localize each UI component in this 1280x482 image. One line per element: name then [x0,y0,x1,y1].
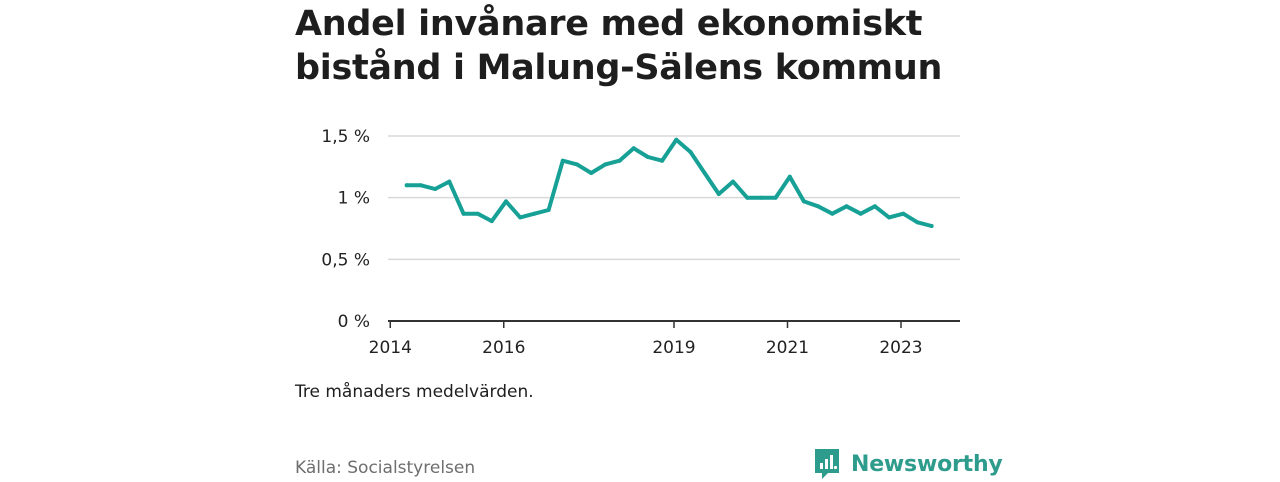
data-point [801,199,806,204]
y-axis-labels: 0 % 0,5 % 1 % 1,5 % [321,127,370,332]
data-point [575,162,579,167]
y-tick-label: 0 % [338,312,370,332]
data-point [929,224,934,228]
source-label: Källa: Socialstyrelsen [295,458,476,478]
data-point [418,183,423,188]
data-point [915,220,920,225]
x-tick-label: 2019 [652,338,695,358]
data-point [603,162,608,167]
grid-lines [388,135,960,261]
data-point [844,204,849,209]
series-layer [404,137,934,228]
data-point [504,199,508,204]
data-point [901,211,906,216]
chart-note: Tre månaders medelvärden. [295,382,534,402]
x-tick-label: 2014 [369,338,412,358]
y-tick-label: 0,5 % [321,250,370,270]
newsworthy-logo-icon [815,449,839,479]
x-tick-label: 2021 [766,338,809,358]
data-point [489,219,494,224]
data-point [645,155,650,159]
data-point [858,211,863,216]
data-point [560,158,565,163]
data-point [816,204,821,209]
data-point [461,211,466,216]
data-point [702,171,707,175]
data-point [532,211,537,216]
data-point [475,211,480,216]
data-point [404,183,409,188]
data-point [433,187,438,191]
data-point [617,158,622,163]
data-point [447,179,452,184]
data-point [787,174,792,179]
y-tick-label: 1 % [338,189,370,209]
x-tick-label: 2023 [879,338,922,358]
data-point [731,179,735,184]
data-point [688,150,693,154]
data-point [631,146,636,151]
x-axis [388,320,960,328]
data-point [830,211,835,216]
series-line [404,137,934,228]
line-chart: 0 % 0,5 % 1 % 1,5 % 2014 2016 2019 2021 2023 [321,127,960,358]
chart-title: Andel invånare med ekonomiskt bistånd i … [295,4,943,88]
data-point [745,195,750,200]
data-point [887,215,892,220]
data-point [872,204,877,209]
data-point [674,137,679,142]
x-axis-labels: 2014 2016 2019 2021 2023 [369,338,923,358]
y-tick-label: 1,5 % [321,127,370,147]
x-tick-label: 2016 [482,338,525,358]
data-point [589,171,594,175]
data-point [546,208,551,212]
data-point [773,195,778,200]
data-point [518,215,523,220]
brand-logo[interactable]: Newsworthy [813,446,1003,482]
data-point [759,195,764,200]
data-point [716,192,721,196]
data-point [660,158,665,163]
brand-name: Newsworthy [851,451,1003,477]
